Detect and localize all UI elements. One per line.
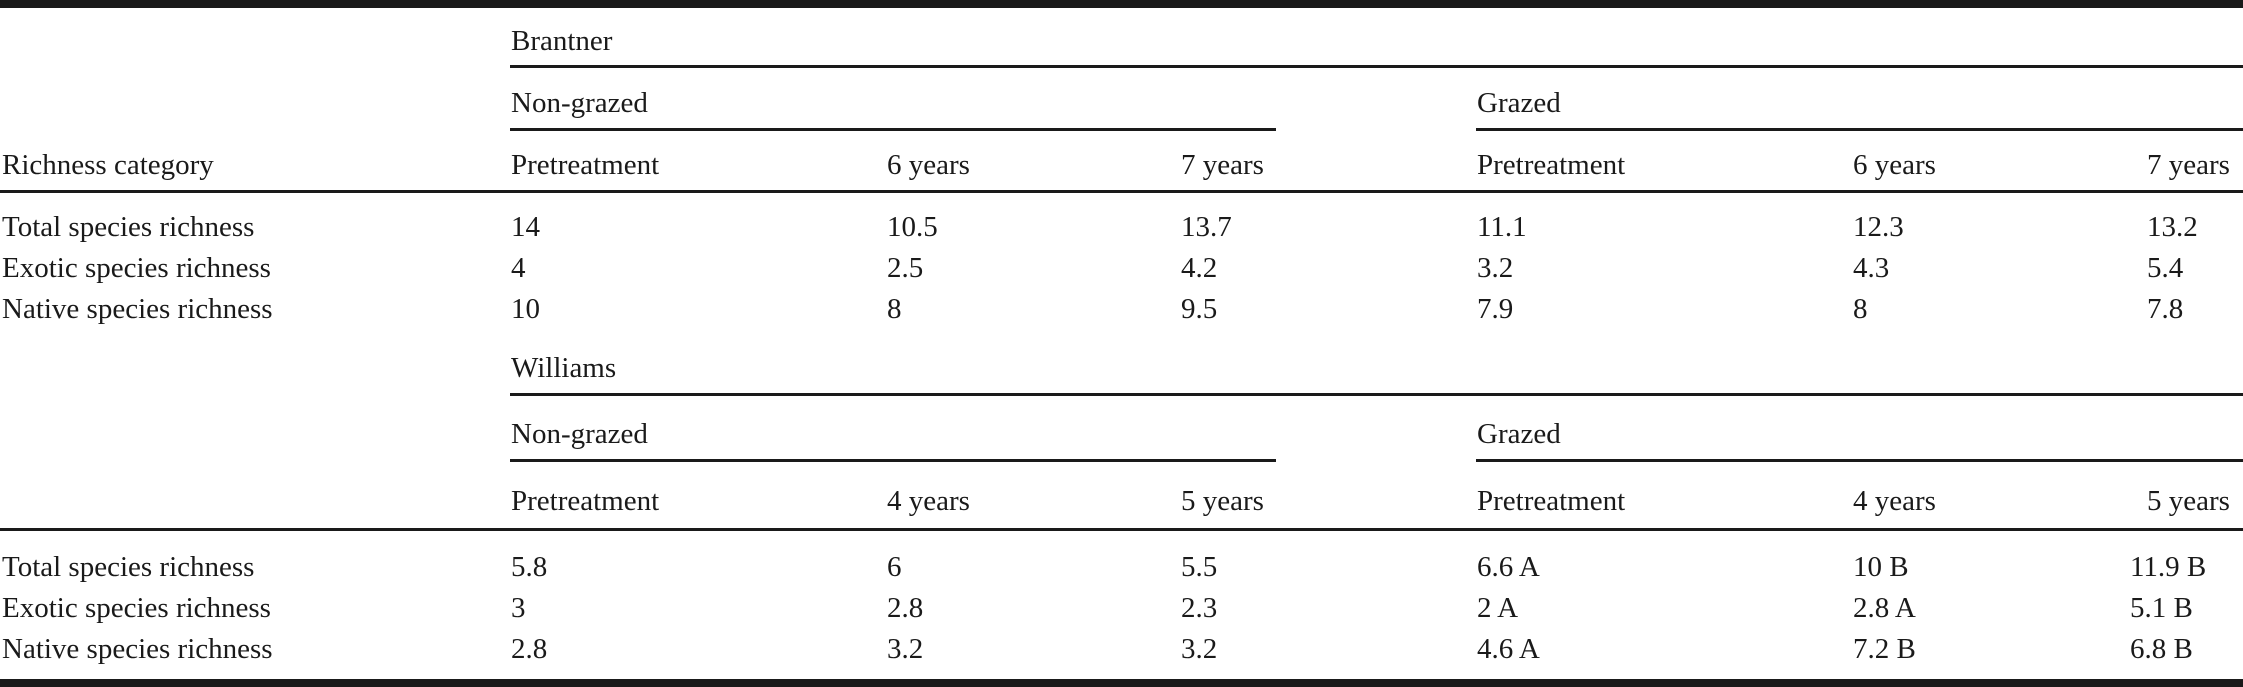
- table-cell: 5.1 B: [2130, 592, 2193, 624]
- period-header: 6 years: [1853, 149, 1936, 181]
- table-cell: 3.2: [887, 633, 924, 665]
- table-cell: 5.8: [511, 551, 548, 583]
- table-cell: 2.8: [511, 633, 548, 665]
- row-label: Native species richness: [2, 633, 273, 665]
- williams-nongrazed-rule: [510, 459, 1276, 462]
- period-header: 7 years: [1181, 149, 1264, 181]
- table-cell: 10.5: [887, 211, 938, 243]
- row-label: Native species richness: [2, 293, 273, 325]
- row-label: Total species richness: [2, 211, 255, 243]
- brantner-site-rule: [510, 65, 2243, 68]
- table-cell: 4.2: [1181, 252, 1218, 284]
- table-cell: 4.3: [1853, 252, 1890, 284]
- brantner-grazed-rule: [1476, 128, 2243, 131]
- period-header: Pretreatment: [511, 149, 660, 181]
- table-cell: 11.9 B: [2130, 551, 2207, 583]
- table-cell: 2.3: [1181, 592, 1218, 624]
- table-cell: 13.7: [1181, 211, 1232, 243]
- period-header: 7 years: [2147, 149, 2230, 181]
- table-cell: 3.2: [1477, 252, 1514, 284]
- table-cell: 6: [887, 551, 902, 583]
- table-cell: 9.5: [1181, 293, 1218, 325]
- table-cell: 7.9: [1477, 293, 1514, 325]
- period-header: 5 years: [1181, 485, 1264, 517]
- treatment-nongrazed-williams: Non-grazed: [511, 418, 648, 450]
- column-header-richness-category: Richness category: [2, 149, 214, 181]
- header-rule: [0, 190, 2243, 193]
- table-cell: 7.2 B: [1853, 633, 1916, 665]
- table-cell: 3.2: [1181, 633, 1218, 665]
- table-cell: 2.5: [887, 252, 924, 284]
- row-label: Total species richness: [2, 551, 255, 583]
- table-cell: 6.8 B: [2130, 633, 2193, 665]
- table-cell: 4.6 A: [1477, 633, 1540, 665]
- table-cell: 11.1: [1477, 211, 1527, 243]
- site-name-brantner: Brantner: [511, 25, 613, 57]
- period-header: 4 years: [887, 485, 970, 517]
- table-cell: 13.2: [2147, 211, 2198, 243]
- williams-site-rule: [510, 393, 2243, 396]
- period-header: 6 years: [887, 149, 970, 181]
- table-cell: 14: [511, 211, 540, 243]
- table-cell: 2.8 A: [1853, 592, 1916, 624]
- table-cell: 5.5: [1181, 551, 1218, 583]
- table-cell: 8: [1853, 293, 1868, 325]
- row-label: Exotic species richness: [2, 592, 271, 624]
- williams-header-rule: [0, 528, 2243, 531]
- table-bottom-rule: [0, 679, 2243, 687]
- table-cell: 3: [511, 592, 526, 624]
- period-header: 5 years: [2147, 485, 2230, 517]
- table-cell: 8: [887, 293, 902, 325]
- treatment-nongrazed-brantner: Non-grazed: [511, 87, 648, 119]
- table-top-rule: [0, 0, 2243, 8]
- table-cell: 4: [511, 252, 526, 284]
- table-cell: 6.6 A: [1477, 551, 1540, 583]
- period-header: Pretreatment: [1477, 149, 1626, 181]
- treatment-grazed-williams: Grazed: [1477, 418, 1561, 450]
- treatment-grazed-brantner: Grazed: [1477, 87, 1561, 119]
- site-name-williams: Williams: [511, 352, 617, 384]
- row-label: Exotic species richness: [2, 252, 271, 284]
- table-cell: 12.3: [1853, 211, 1904, 243]
- brantner-nongrazed-rule: [510, 128, 1276, 131]
- table-cell: 2 A: [1477, 592, 1519, 624]
- table-cell: 10 B: [1853, 551, 1909, 583]
- period-header: Pretreatment: [511, 485, 660, 517]
- period-header: 4 years: [1853, 485, 1936, 517]
- table-cell: 5.4: [2147, 252, 2184, 284]
- table-cell: 2.8: [887, 592, 924, 624]
- table-cell: 10: [511, 293, 540, 325]
- table-cell: 7.8: [2147, 293, 2184, 325]
- williams-grazed-rule: [1476, 459, 2243, 462]
- period-header: Pretreatment: [1477, 485, 1626, 517]
